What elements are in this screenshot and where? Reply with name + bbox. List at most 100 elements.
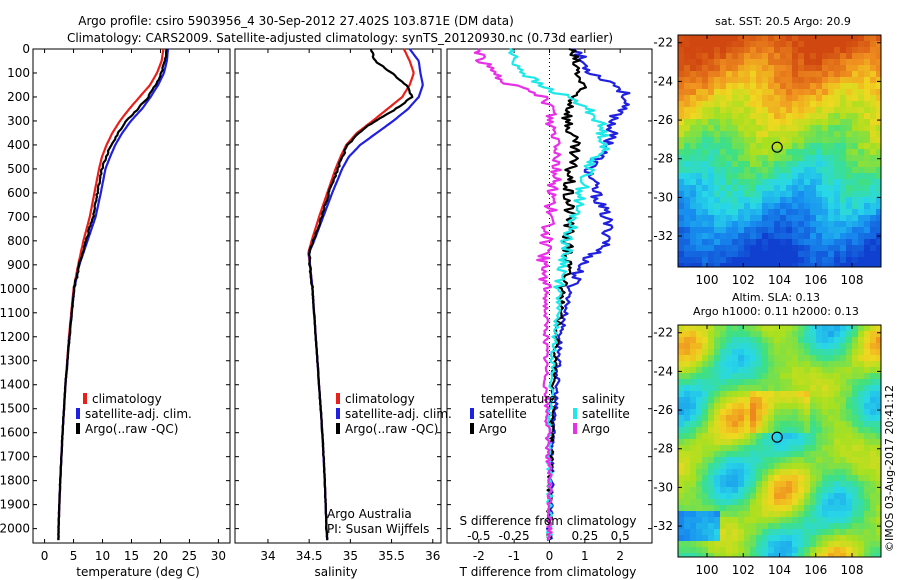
- map-cell: [792, 493, 798, 499]
- map-cell: [864, 421, 870, 427]
- map-cell: [750, 101, 756, 107]
- map-cell: [750, 379, 756, 385]
- map-cell: [834, 385, 840, 391]
- map-cell: [678, 445, 684, 451]
- map-cell: [762, 373, 768, 379]
- map-cell: [822, 493, 828, 499]
- map-cell: [852, 493, 858, 499]
- map-cell: [714, 245, 720, 251]
- map-cell: [762, 251, 768, 257]
- map-cell: [828, 59, 834, 65]
- map-cell: [732, 529, 738, 535]
- map-cell: [822, 367, 828, 373]
- map-cell: [720, 355, 726, 361]
- map-cell: [708, 517, 714, 523]
- map-cell: [750, 77, 756, 83]
- map-cell: [876, 209, 881, 215]
- map-cell: [684, 131, 690, 137]
- map-cell: [774, 463, 780, 469]
- map-cell: [876, 475, 881, 481]
- map-cell: [798, 173, 804, 179]
- map-cell: [690, 337, 696, 343]
- map-cell: [804, 433, 810, 439]
- map-cell: [846, 239, 852, 245]
- map-cell: [876, 529, 881, 535]
- map-cell: [690, 137, 696, 143]
- map-cell: [762, 553, 768, 557]
- map-cell: [762, 337, 768, 343]
- map-cell: [858, 173, 864, 179]
- map-cell: [834, 89, 840, 95]
- map-cell: [822, 179, 828, 185]
- map-cell: [720, 379, 726, 385]
- map-cell: [828, 65, 834, 71]
- map-cell: [846, 463, 852, 469]
- map-cell: [714, 113, 720, 119]
- map-cell: [804, 325, 810, 331]
- map-cell: [834, 427, 840, 433]
- map-cell: [810, 113, 816, 119]
- map-cell: [690, 403, 696, 409]
- map-cell: [870, 167, 876, 173]
- sst-map-panel: sat. SST: 20.5 Argo: 20.9 100 102 104 106 10…: [653, 15, 882, 287]
- map-cell: [696, 367, 702, 373]
- map-cell: [738, 167, 744, 173]
- map-cell: [720, 553, 726, 557]
- map-cell: [822, 35, 828, 41]
- map-cell: [684, 227, 690, 233]
- map-cell: [744, 179, 750, 185]
- map-cell: [816, 161, 822, 167]
- map-cell: [876, 511, 881, 517]
- map-cell: [804, 421, 810, 427]
- map-cell: [690, 191, 696, 197]
- map-cell: [864, 505, 870, 511]
- map-cell: [834, 203, 840, 209]
- map-cell: [852, 547, 858, 553]
- salinity-lines: [307, 48, 424, 541]
- x2-tick-label: 0.25: [571, 529, 598, 543]
- map-cell: [846, 137, 852, 143]
- map-cell: [690, 233, 696, 239]
- map-cell: [792, 541, 798, 547]
- profile-line: [57, 48, 170, 541]
- sla-map-panel: Altim. SLA: 0.13 Argo h1000: 0.11 h2000:…: [653, 291, 882, 577]
- map-cell: [744, 245, 750, 251]
- map-cell: [756, 89, 762, 95]
- map-cell: [738, 203, 744, 209]
- map-cell: [732, 263, 738, 267]
- map-cell: [726, 251, 732, 257]
- map-cell: [690, 493, 696, 499]
- legend-label-climatology: climatology: [92, 392, 162, 406]
- map-cell: [852, 89, 858, 95]
- map-cell: [684, 143, 690, 149]
- map-cell: [696, 487, 702, 493]
- map-cell: [774, 349, 780, 355]
- map-cell: [828, 379, 834, 385]
- lon-tick-label: 108: [841, 273, 864, 287]
- map-cell: [840, 47, 846, 53]
- map-cell: [834, 397, 840, 403]
- map-cell: [876, 409, 881, 415]
- map-cell: [756, 137, 762, 143]
- map-cell: [864, 403, 870, 409]
- map-cell: [798, 35, 804, 41]
- map-cell: [804, 263, 810, 267]
- map-cell: [726, 343, 732, 349]
- map-cell: [834, 179, 840, 185]
- map-cell: [858, 83, 864, 89]
- map-cell: [690, 71, 696, 77]
- map-cell: [732, 517, 738, 523]
- map-cell: [744, 439, 750, 445]
- map-cell: [822, 523, 828, 529]
- x-tick-label: -2: [473, 549, 485, 563]
- map-cell: [834, 391, 840, 397]
- map-cell: [774, 77, 780, 83]
- map-cell: [744, 65, 750, 71]
- map-cell: [696, 155, 702, 161]
- map-cell: [768, 179, 774, 185]
- map-cell: [816, 445, 822, 451]
- map-cell: [852, 107, 858, 113]
- map-cell: [822, 101, 828, 107]
- map-cell: [696, 47, 702, 53]
- map-cell: [786, 457, 792, 463]
